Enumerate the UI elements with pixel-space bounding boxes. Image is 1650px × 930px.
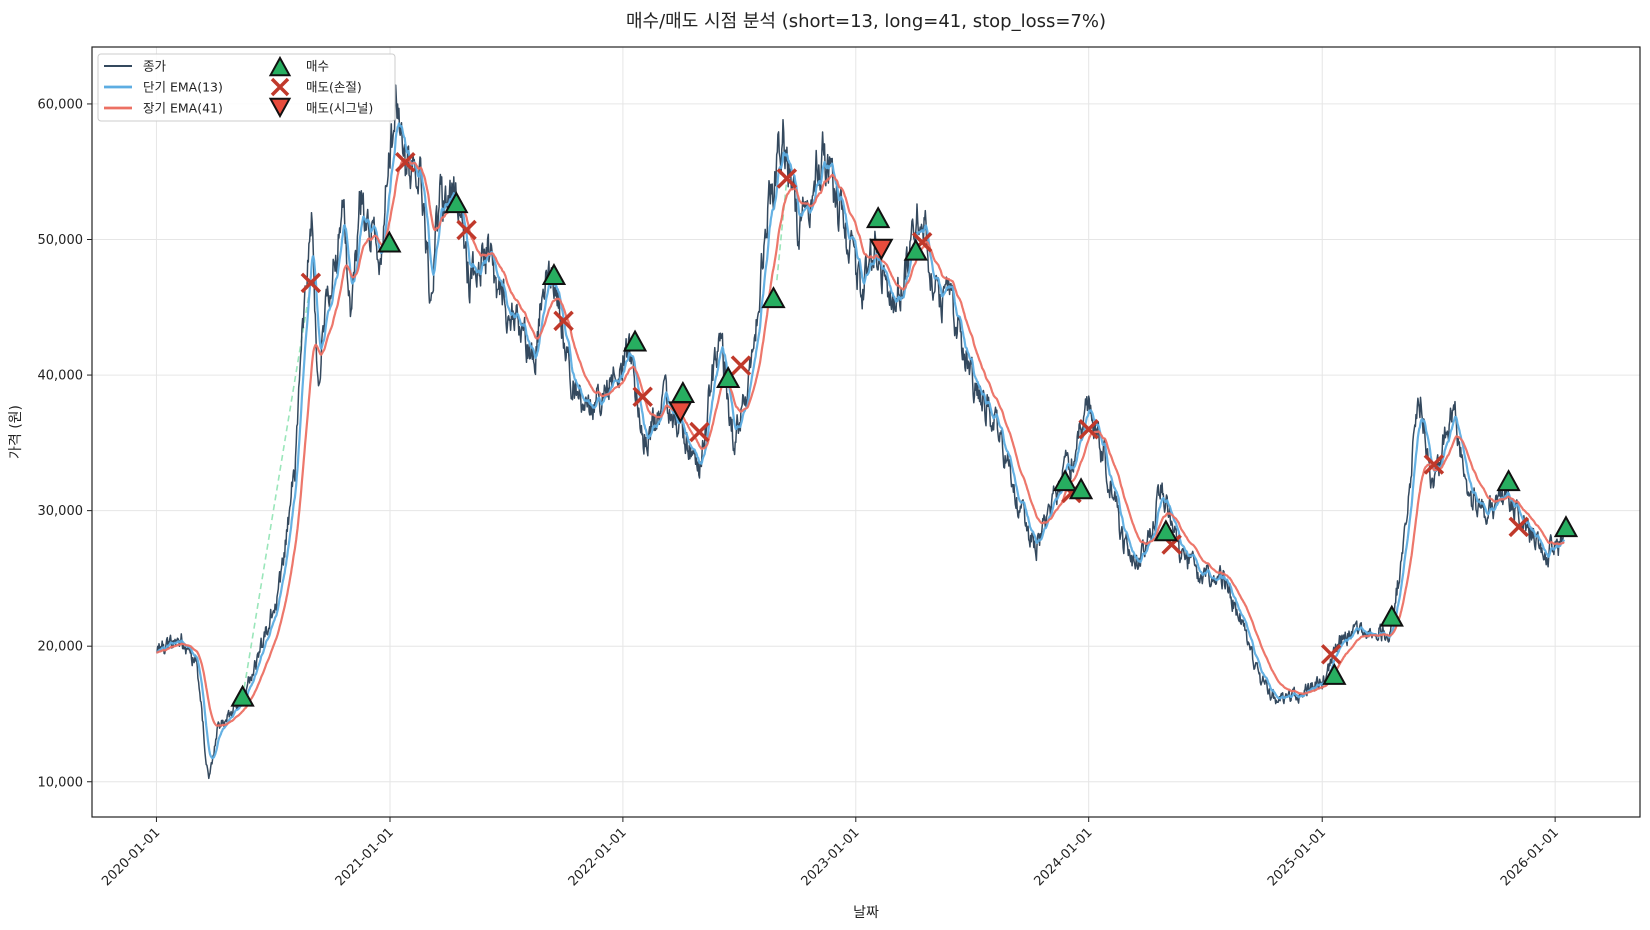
buy-marker bbox=[1153, 519, 1179, 542]
legend-label: 매도(손절) bbox=[306, 80, 362, 95]
buy-marker bbox=[865, 206, 891, 229]
y-tick-label: 50,000 bbox=[38, 233, 84, 248]
legend-label: 단기 EMA(13) bbox=[143, 80, 223, 95]
buy-marker bbox=[903, 238, 928, 261]
legend-label: 장기 EMA(41) bbox=[143, 101, 223, 116]
buy-marker bbox=[761, 286, 786, 309]
stop-loss-marker bbox=[1078, 419, 1099, 440]
buy-marker bbox=[1553, 515, 1579, 538]
buy-marker bbox=[670, 380, 696, 403]
stop-loss-marker bbox=[1423, 454, 1445, 475]
y-tick-label: 10,000 bbox=[38, 775, 84, 790]
y-tick-label: 30,000 bbox=[38, 504, 84, 519]
y-tick-label: 40,000 bbox=[38, 369, 84, 384]
stop-loss-marker bbox=[456, 219, 477, 241]
legend-stop-loss-swatch bbox=[270, 77, 290, 97]
y-tick-label: 60,000 bbox=[38, 97, 84, 112]
buy-marker bbox=[716, 366, 741, 389]
chart-title: 매수/매도 시점 분석 (short=13, long=41, stop_los… bbox=[626, 11, 1106, 32]
trade-connector-line bbox=[776, 178, 788, 281]
legend-signal-sell-swatch bbox=[268, 97, 292, 119]
buy-marker bbox=[1052, 469, 1078, 492]
legend-label: 매도(시그널) bbox=[306, 101, 373, 116]
stop-loss-marker bbox=[395, 151, 416, 173]
buy-marker bbox=[1379, 604, 1404, 627]
stop-loss-marker bbox=[553, 310, 574, 332]
legend-buy-swatch bbox=[268, 55, 292, 77]
stop-loss-marker bbox=[689, 421, 710, 443]
y-tick-label: 20,000 bbox=[38, 640, 84, 655]
trade-connector-line bbox=[241, 282, 312, 698]
stop-loss-marker bbox=[776, 168, 798, 189]
legend-label: 종가 bbox=[143, 59, 167, 74]
buy-marker bbox=[444, 191, 469, 214]
plot-frame bbox=[91, 46, 1641, 818]
y-axis-label: 가격 (원) bbox=[8, 405, 24, 459]
buy-marker bbox=[1322, 662, 1347, 685]
stop-loss-marker bbox=[1508, 516, 1529, 538]
signal-sell-marker bbox=[869, 238, 894, 261]
stop-loss-marker bbox=[300, 272, 322, 294]
buy-marker bbox=[622, 329, 648, 352]
legend-label: 매수 bbox=[306, 59, 329, 74]
buy-marker bbox=[541, 263, 567, 286]
buy-marker bbox=[1496, 469, 1521, 492]
buy-marker bbox=[1068, 477, 1094, 500]
buy-marker bbox=[230, 684, 255, 707]
plot-area bbox=[155, 84, 1579, 780]
legend-box bbox=[97, 53, 396, 122]
close-price-line bbox=[155, 84, 1565, 780]
stop-loss-marker bbox=[1320, 644, 1342, 665]
stop-loss-marker bbox=[730, 355, 752, 376]
buy-marker bbox=[377, 230, 402, 253]
stop-loss-marker bbox=[632, 386, 653, 407]
x-axis-label: 날짜 bbox=[853, 905, 879, 921]
